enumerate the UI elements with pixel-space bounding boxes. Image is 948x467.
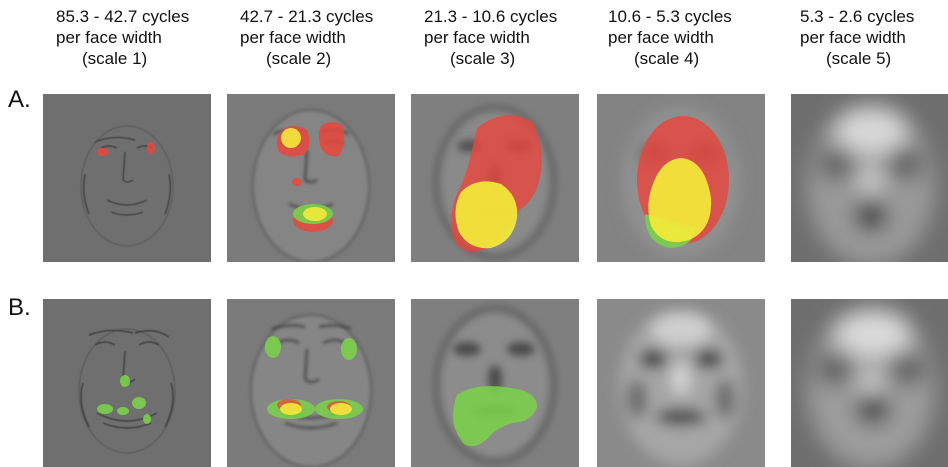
face-image (597, 94, 765, 262)
green-region (97, 404, 113, 414)
face-image (227, 299, 395, 467)
column-header-scale: (scale 5) (826, 49, 892, 68)
yellow-region (648, 158, 712, 243)
green-region (120, 375, 130, 387)
yellow-region (455, 181, 518, 249)
column-header-line1: 10.6 - 5.3 cycles (608, 7, 732, 26)
column-header-line2: per face width (424, 28, 530, 47)
column-header-line2: per face width (800, 28, 906, 47)
column-header-scale: (scale 4) (634, 49, 700, 68)
yellow-region (280, 403, 302, 415)
green-region (265, 336, 281, 358)
panel-b-scale-3 (411, 299, 579, 467)
face-image (43, 94, 211, 262)
column-header-scale-4: 10.6 - 5.3 cycles per face width (scale … (608, 6, 732, 69)
yellow-region (281, 128, 301, 148)
red-region (97, 148, 109, 156)
green-region (117, 407, 129, 415)
green-region (132, 397, 146, 409)
column-header-scale-3: 21.3 - 10.6 cycles per face width (scale… (424, 6, 557, 69)
face-image (227, 94, 395, 262)
panel-b-scale-2 (227, 299, 395, 467)
column-header-line2: per face width (608, 28, 714, 47)
column-header-scale: (scale 2) (266, 49, 332, 68)
column-header-line1: 42.7 - 21.3 cycles (240, 7, 374, 26)
row-label-a: A. (8, 86, 31, 113)
column-header-scale: (scale 1) (82, 49, 148, 68)
column-header-line2: per face width (240, 28, 346, 47)
row-label-b: B. (8, 294, 31, 321)
red-region (319, 122, 345, 157)
column-header-line1: 85.3 - 42.7 cycles (56, 7, 190, 26)
face-image (597, 299, 765, 467)
panel-a-scale-4 (597, 94, 765, 262)
panel-a-scale-5 (791, 94, 948, 262)
panel-b-scale-5 (791, 299, 948, 467)
face-image (43, 299, 211, 467)
column-header-line1: 5.3 - 2.6 cycles (800, 7, 915, 26)
column-header-line2: per face width (56, 28, 162, 47)
face-image (791, 94, 948, 262)
panel-a-scale-3 (411, 94, 579, 262)
green-region (341, 338, 357, 360)
face-image (411, 299, 579, 467)
red-region (147, 142, 155, 154)
face-image (791, 299, 948, 467)
yellow-region (303, 207, 327, 221)
column-header-line1: 21.3 - 10.6 cycles (424, 7, 558, 26)
green-region (453, 386, 537, 447)
green-region (143, 414, 151, 424)
column-header-scale-5: 5.3 - 2.6 cycles per face width (scale 5… (800, 6, 914, 69)
column-header-scale-2: 42.7 - 21.3 cycles per face width (scale… (240, 6, 373, 69)
yellow-region (330, 403, 352, 415)
panel-b-scale-1 (43, 299, 211, 467)
panel-b-scale-4 (597, 299, 765, 467)
column-header-scale-1: 85.3 - 42.7 cycles per face width (scale… (56, 6, 189, 69)
column-header-scale: (scale 3) (450, 49, 516, 68)
panel-a-scale-2 (227, 94, 395, 262)
face-image (411, 94, 579, 262)
panel-a-scale-1 (43, 94, 211, 262)
red-region (292, 178, 302, 186)
